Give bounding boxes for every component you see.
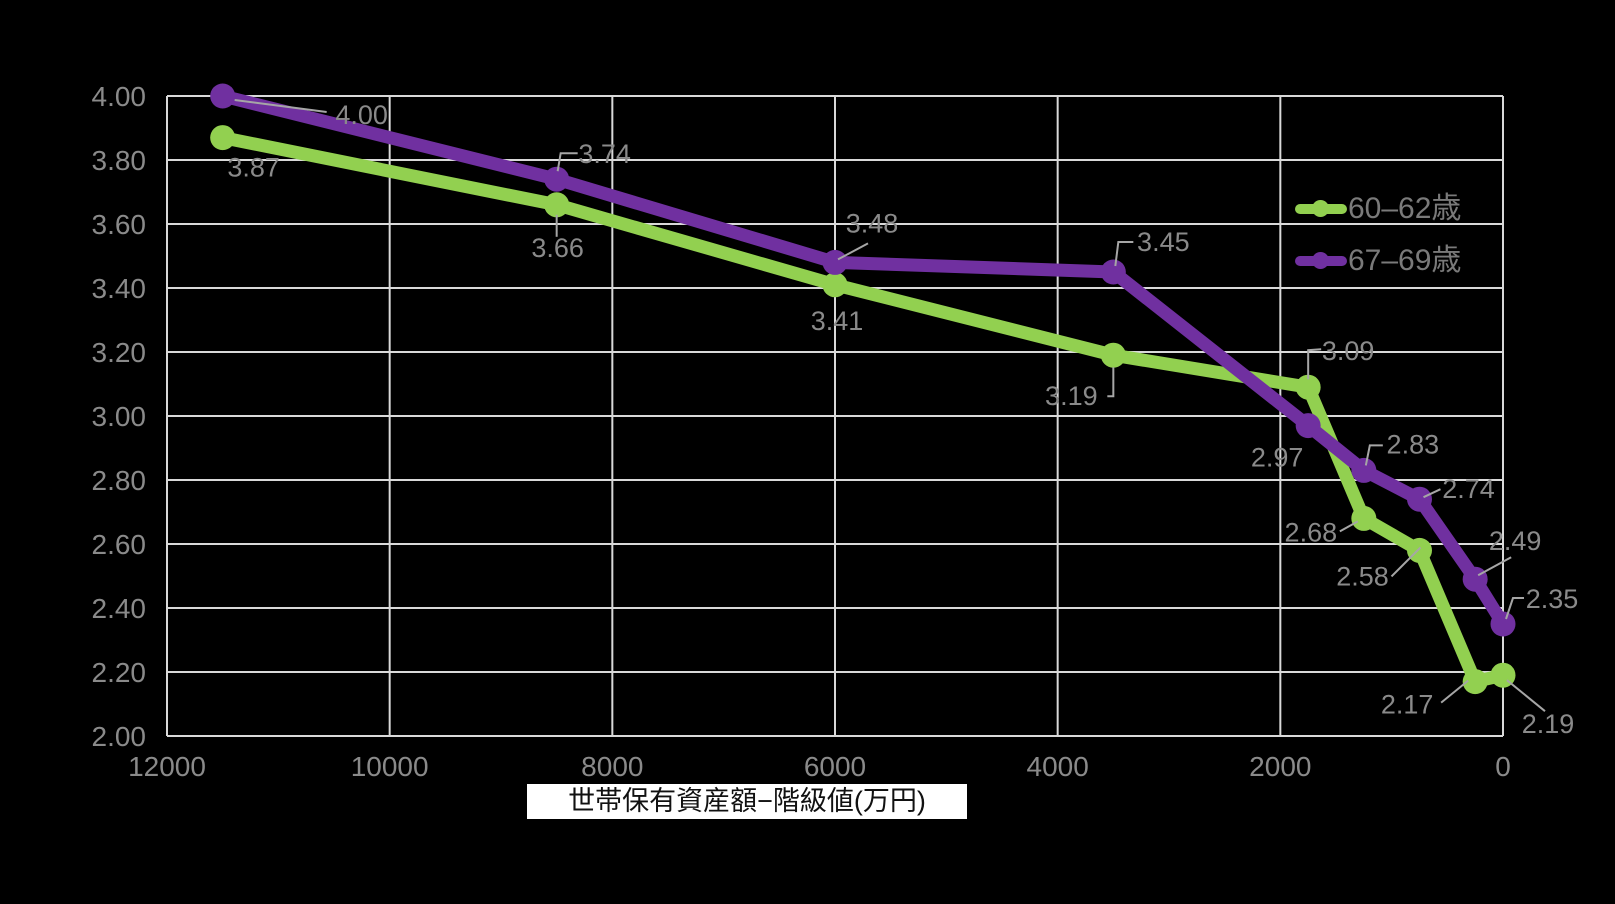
- x-axis-title: 世帯保有資産額−階級値(万円): [527, 784, 967, 819]
- legend-item-67-69[interactable]: 67–69歳: [1295, 242, 1461, 279]
- data-point-marker: [544, 166, 570, 192]
- data-point-label: 3.66: [531, 233, 584, 263]
- data-point-label: 2.97: [1251, 443, 1304, 473]
- y-axis-tick-label: 3.60: [92, 209, 147, 240]
- data-label-leader-line: [1307, 348, 1322, 380]
- data-point-label: 2.35: [1526, 584, 1579, 614]
- y-axis-tick-label: 3.20: [92, 337, 147, 368]
- y-axis-tick-label: 3.40: [92, 273, 147, 304]
- data-point-label: 3.48: [846, 208, 899, 238]
- y-axis-tick-label: 4.00: [92, 81, 147, 112]
- data-point-label: 2.58: [1336, 561, 1389, 591]
- legend-label: 67–69歳: [1348, 243, 1462, 277]
- x-axis-tick-label: 2000: [1249, 751, 1311, 782]
- y-axis-tick-label: 2.00: [92, 721, 147, 752]
- data-point-marker: [822, 249, 848, 275]
- data-label-leader-line: [837, 242, 869, 261]
- data-point-label: 3.87: [227, 153, 280, 183]
- data-point-marker: [1407, 486, 1432, 512]
- data-point-marker: [1407, 537, 1432, 563]
- data-point-label: 2.49: [1489, 526, 1542, 556]
- data-point-label: 2.83: [1387, 429, 1440, 459]
- data-point-label: 2.19: [1522, 709, 1575, 739]
- data-point-label: 3.41: [811, 306, 864, 336]
- data-point-label: 3.09: [1322, 336, 1375, 366]
- data-point-marker: [822, 272, 848, 298]
- data-point-label: 2.68: [1285, 517, 1338, 547]
- data-label-leader-line: [1390, 546, 1422, 578]
- data-point-marker: [1100, 259, 1126, 285]
- data-point-marker: [1462, 566, 1488, 592]
- data-point-label: 2.17: [1381, 690, 1434, 720]
- legend-marker-icon: [1312, 200, 1329, 217]
- y-axis-tick-label: 2.40: [92, 593, 147, 624]
- data-label-leader-line: [1505, 597, 1524, 620]
- data-point-marker: [1100, 342, 1126, 368]
- data-label-leader-line: [1440, 679, 1469, 704]
- data-point-label: 3.74: [578, 139, 631, 169]
- legend-item-60-62[interactable]: 60–62歳: [1295, 190, 1461, 227]
- data-point-marker: [544, 192, 570, 218]
- legend-line-icon: [1295, 252, 1347, 269]
- data-label-leader-line: [1339, 520, 1359, 533]
- x-axis-tick-label: 6000: [804, 751, 866, 782]
- data-point-marker: [1351, 457, 1377, 483]
- data-point-label: 3.19: [1045, 381, 1098, 411]
- data-point-label: 2.74: [1442, 474, 1495, 504]
- data-label-leader-line: [1114, 241, 1134, 267]
- data-point-marker: [1351, 505, 1377, 531]
- legend-line-icon: [1295, 200, 1347, 217]
- x-axis-tick-label: 0: [1495, 751, 1511, 782]
- data-point-marker: [210, 125, 236, 151]
- x-axis-tick-label: 8000: [581, 751, 643, 782]
- data-point-marker: [210, 83, 236, 109]
- y-axis-tick-label: 2.20: [92, 657, 147, 688]
- data-label-leader-line: [1423, 488, 1441, 499]
- data-label-leader-line: [1506, 679, 1546, 712]
- data-label-leader-line: [1107, 367, 1115, 398]
- data-label-leader-line: [234, 99, 327, 113]
- data-point-marker: [1490, 611, 1516, 637]
- y-axis-tick-label: 3.00: [92, 401, 147, 432]
- data-label-leader-line: [1364, 444, 1383, 466]
- y-axis-tick-label: 3.80: [92, 145, 147, 176]
- data-point-label: 3.45: [1137, 227, 1190, 257]
- legend-marker-icon: [1312, 252, 1329, 269]
- y-axis-tick-label: 2.80: [92, 465, 147, 496]
- x-axis-tick-label: 4000: [1027, 751, 1089, 782]
- x-axis-tick-label: 10000: [351, 751, 429, 782]
- data-label-leader-line: [556, 152, 578, 172]
- legend: 60–62歳 67–69歳: [1295, 190, 1461, 279]
- y-axis-tick-label: 2.60: [92, 529, 147, 560]
- legend-label: 60–62歳: [1348, 191, 1462, 225]
- data-point-marker: [1462, 669, 1488, 695]
- data-point-marker: [1295, 413, 1321, 439]
- data-point-marker: [1295, 374, 1321, 400]
- data-label-leader-line: [1477, 556, 1512, 577]
- data-point-label: 4.00: [335, 100, 388, 130]
- x-axis-tick-label: 12000: [128, 751, 206, 782]
